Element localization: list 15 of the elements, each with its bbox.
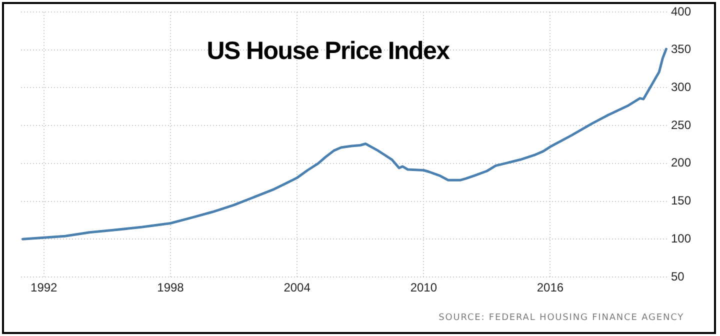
text: US House Price Index	[206, 36, 451, 66]
y-tick-label: 200	[671, 156, 692, 170]
source-note: SOURCE: FEDERAL HOUSING FINANCE AGENCY	[438, 312, 684, 324]
x-tick-label: 1998	[157, 280, 184, 295]
y-tick-label: 300	[671, 80, 692, 94]
x-tick-label: 1992	[30, 280, 58, 295]
x-tick-label: 2004	[284, 280, 311, 295]
y-tick-label: 150	[671, 194, 692, 208]
y-tick-label: 350	[671, 42, 692, 56]
x-tick-label: 2010	[410, 280, 438, 295]
x-tick-label: 2016	[536, 280, 564, 295]
y-tick-label: 400	[671, 4, 692, 18]
y-tick-label: 100	[671, 231, 692, 246]
y-tick-label: 50	[671, 269, 685, 284]
y-tick-label: 250	[671, 118, 692, 132]
